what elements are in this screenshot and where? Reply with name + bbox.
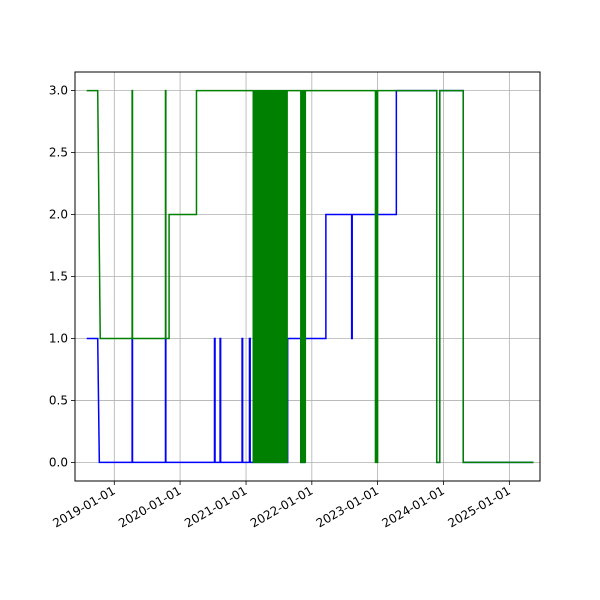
y-tick-label: 3.0 [49, 84, 68, 98]
y-axis: 0.0 0.5 1.0 1.5 2.0 2.5 3.0 [49, 84, 75, 469]
y-tick-label: 0.0 [49, 455, 68, 469]
y-tick-label: 1.5 [49, 270, 68, 284]
y-tick-label: 2.5 [49, 146, 68, 160]
y-tick-label: 1.0 [49, 331, 68, 345]
y-tick-label: 2.0 [49, 208, 68, 222]
series-line-2 [86, 89, 534, 464]
y-tick-label: 0.5 [49, 393, 68, 407]
series-layer [86, 89, 534, 464]
